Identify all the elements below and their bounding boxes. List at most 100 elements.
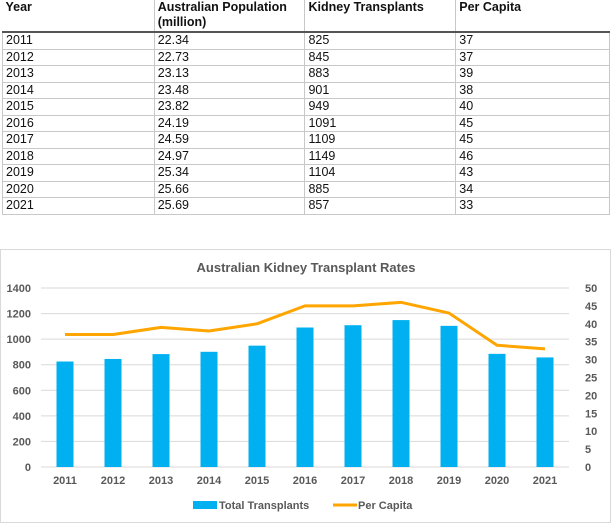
table-row: 2013 23.13 883 39: [2, 65, 610, 83]
table-header-row: Year Australian Population (million) Kidne…: [2, 0, 610, 32]
table-cell: 22.73: [153, 48, 306, 66]
x-tick-label: 2018: [389, 475, 413, 487]
column-header: Per Capita: [455, 0, 610, 32]
table-cell: 40: [455, 98, 610, 116]
table-row: 2014 23.48 901 38: [2, 81, 610, 99]
chart-container: Australian Kidney Transplant Rates 0 200 4…: [0, 249, 611, 523]
table-cell: 2020: [2, 180, 155, 198]
y-left-tick-label: 0: [25, 462, 31, 474]
table-cell: 1109: [304, 131, 457, 149]
table-cell: 24.19: [153, 114, 306, 132]
table-cell: 24.97: [153, 147, 306, 165]
y-right-tick-label: 25: [585, 373, 597, 385]
table-cell: 901: [304, 81, 457, 99]
bar: [488, 353, 506, 467]
table-row: 2021 25.69 857 33: [2, 197, 610, 215]
bar: [152, 354, 170, 467]
x-tick-label: 2020: [485, 475, 509, 487]
column-header: Kidney Transplants: [304, 0, 456, 32]
table-cell: 23.82: [153, 98, 306, 116]
bar: [248, 345, 266, 467]
table-row: 2011 22.34 825 37: [2, 31, 610, 50]
table-cell: 37: [455, 48, 610, 66]
table-cell: 25.34: [153, 164, 306, 182]
y-left-tick-label: 600: [13, 385, 31, 397]
table-cell: 24.59: [153, 131, 306, 149]
table-cell: 825: [304, 31, 457, 50]
table-cell: 25.66: [153, 180, 306, 198]
y-left-tick-label: 400: [13, 411, 31, 423]
y-right-tick-label: 0: [585, 462, 591, 474]
y-right-tick-label: 10: [585, 426, 597, 438]
table-cell: 2013: [2, 65, 155, 83]
table-cell: 45: [455, 114, 610, 132]
table-row: 2015 23.82 949 40: [2, 98, 610, 116]
bar: [296, 327, 314, 467]
y-right-tick-label: 40: [585, 319, 597, 331]
y-right-tick-label: 30: [585, 355, 597, 367]
table-row: 2018 24.97 1149 46: [2, 147, 610, 165]
x-tick-label: 2015: [245, 475, 269, 487]
combo-chart: Australian Kidney Transplant Rates 02004…: [7, 260, 598, 512]
table-cell: 1104: [304, 164, 457, 182]
x-tick-label: 2021: [533, 475, 557, 487]
bar: [200, 351, 218, 467]
table-cell: 2011: [2, 31, 155, 50]
x-tick-label: 2017: [341, 475, 365, 487]
table-cell: 2021: [2, 197, 155, 215]
chart-title: Australian Kidney Transplant Rates: [197, 260, 416, 275]
table-cell: 38: [455, 81, 610, 99]
table-cell: 2016: [2, 114, 155, 132]
y-right-tick-label: 5: [585, 444, 591, 456]
table-cell: 2014: [2, 81, 155, 99]
y-right-tick-label: 50: [585, 283, 597, 295]
y-left-tick-label: 1200: [7, 309, 31, 321]
y-left-tick-label: 1400: [7, 283, 31, 295]
table-cell: 22.34: [153, 31, 306, 50]
legend: Total Transplants Per Capita: [193, 500, 413, 512]
table-cell: 2012: [2, 48, 155, 66]
column-header: Australian Population (million): [153, 0, 305, 32]
bar: [392, 320, 410, 467]
table-cell: 2018: [2, 147, 155, 165]
x-tick-label: 2013: [149, 475, 173, 487]
bar: [344, 325, 362, 467]
y-right-tick-label: 20: [585, 390, 597, 402]
y-left-tick-label: 1000: [7, 334, 31, 346]
table-cell: 1091: [304, 114, 457, 132]
x-tick-label: 2014: [197, 475, 222, 487]
table-cell: 2019: [2, 164, 155, 182]
x-tick-label: 2019: [437, 475, 461, 487]
table-row: 2016 24.19 1091 45: [2, 114, 610, 132]
x-tick-label: 2011: [53, 475, 77, 487]
table-cell: 46: [455, 147, 610, 165]
table-cell: 33: [455, 197, 610, 215]
y-left-tick-label: 200: [13, 436, 31, 448]
table-cell: 39: [455, 65, 610, 83]
x-tick-label: 2012: [101, 475, 125, 487]
table-row: 2017 24.59 1109 45: [2, 131, 610, 149]
table-cell: 23.13: [153, 65, 306, 83]
table-cell: 34: [455, 180, 610, 198]
table-cell: 883: [304, 65, 457, 83]
y-right-tick-label: 45: [585, 301, 597, 313]
table-cell: 885: [304, 180, 457, 198]
table-cell: 23.48: [153, 81, 306, 99]
table-cell: 43: [455, 164, 610, 182]
y-right-tick-label: 15: [585, 408, 597, 420]
x-tick-label: 2016: [293, 475, 317, 487]
table-row: 2020 25.66 885 34: [2, 180, 610, 198]
table-row: 2019 25.34 1104 43: [2, 164, 610, 182]
table-cell: 45: [455, 131, 610, 149]
transplant-table: Year Australian Population (million) Kidne…: [2, 0, 610, 215]
table-row: 2012 22.73 845 37: [2, 48, 610, 66]
table-cell: 1149: [304, 147, 457, 165]
legend-label-per-capita: Per Capita: [358, 500, 413, 512]
table-cell: 2015: [2, 98, 155, 116]
column-header: Year: [5, 0, 32, 14]
table-cell: 37: [455, 31, 610, 50]
bar: [440, 325, 458, 467]
table-cell: 2017: [2, 131, 155, 149]
bar: [56, 361, 74, 467]
per-capita-line: [65, 300, 546, 351]
